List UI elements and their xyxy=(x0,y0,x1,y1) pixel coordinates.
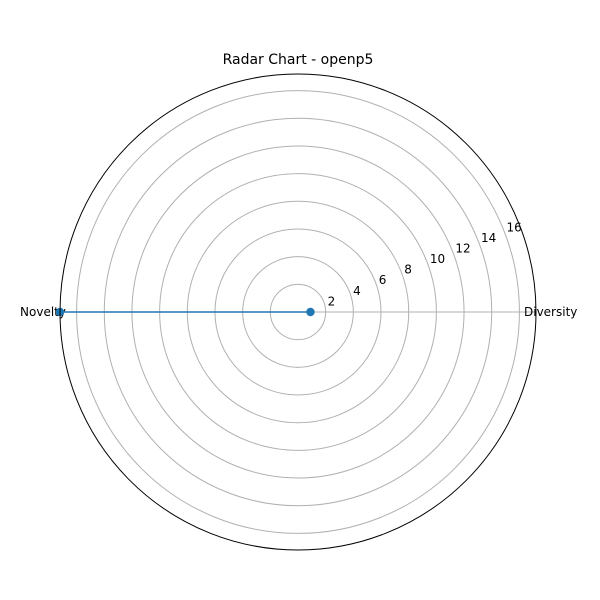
tick-label-8: 8 xyxy=(404,263,412,277)
chart-title: Radar Chart - openp5 xyxy=(223,52,374,68)
polar-frame xyxy=(59,73,537,551)
tick-label-16: 16 xyxy=(507,220,522,234)
tick-label-10: 10 xyxy=(430,252,445,266)
tick-label-4: 4 xyxy=(353,284,361,298)
series xyxy=(55,307,315,317)
tick-label-14: 14 xyxy=(481,231,496,245)
radial-tick-labels: 2 4 6 8 10 12 14 16 xyxy=(328,220,522,308)
tick-label-6: 6 xyxy=(379,273,387,287)
data-point-diversity xyxy=(306,307,315,317)
category-label-novelty: Novelty xyxy=(20,305,66,319)
tick-label-12: 12 xyxy=(455,241,470,255)
tick-label-2: 2 xyxy=(328,294,336,308)
category-labels: Diversity Novelty xyxy=(20,305,577,319)
category-label-diversity: Diversity xyxy=(524,305,577,319)
